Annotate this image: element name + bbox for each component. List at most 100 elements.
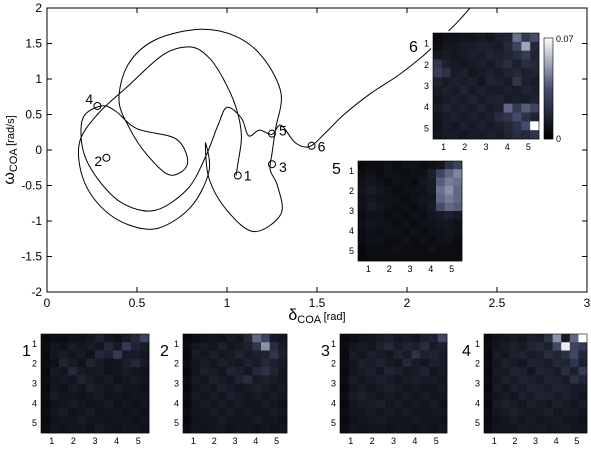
heatmap-cell bbox=[535, 383, 545, 393]
heatmap-cell bbox=[86, 334, 96, 343]
heatmap-cell bbox=[191, 408, 201, 417]
heatmap-cell bbox=[494, 41, 504, 51]
heatmap-cell bbox=[544, 383, 553, 393]
heatmap-col-label: 2 bbox=[370, 436, 375, 446]
heatmap-cell bbox=[401, 211, 411, 220]
heatmap-cell bbox=[477, 121, 487, 131]
heatmap-cell bbox=[375, 202, 385, 212]
heatmap-cell bbox=[41, 358, 51, 368]
heatmap-cell bbox=[578, 391, 588, 401]
heatmap-cell bbox=[441, 103, 451, 113]
heatmap-cell bbox=[521, 94, 531, 104]
heatmap-cell bbox=[41, 334, 51, 343]
heatmap-cell bbox=[411, 334, 421, 343]
heatmap-col-label: 1 bbox=[492, 436, 497, 446]
heatmap-cell bbox=[526, 342, 536, 351]
heatmap-cell bbox=[243, 367, 253, 376]
heatmap-cell bbox=[358, 227, 367, 237]
heatmap-cell bbox=[95, 367, 105, 376]
heatmap-cell bbox=[444, 227, 454, 237]
heatmap-cell bbox=[366, 391, 376, 401]
heatmap-cell bbox=[512, 130, 522, 140]
heatmap-cell bbox=[450, 130, 460, 140]
heatmap-cell bbox=[269, 400, 279, 409]
heatmap-cell bbox=[530, 41, 540, 51]
heatmap-cell bbox=[357, 383, 368, 393]
heatmap-cell bbox=[492, 350, 502, 360]
heatmap-cell bbox=[544, 400, 553, 409]
heatmap-cell bbox=[191, 334, 201, 343]
heatmap-cell bbox=[526, 424, 536, 434]
heatmap-cell bbox=[77, 342, 87, 351]
heatmap-cell bbox=[512, 112, 522, 122]
heatmap-cell bbox=[433, 33, 443, 43]
heatmap-cell bbox=[358, 177, 367, 187]
heatmap-cell bbox=[191, 375, 201, 384]
heatmap-cell bbox=[561, 358, 571, 368]
colorbar-step bbox=[544, 50, 553, 54]
heatmap-cell bbox=[544, 334, 553, 343]
heatmap-cell bbox=[104, 424, 114, 434]
heatmap-cell bbox=[217, 367, 227, 376]
heatmap-cell bbox=[486, 112, 496, 122]
heatmap-cell bbox=[459, 86, 469, 96]
heatmap-cell bbox=[544, 416, 553, 426]
heatmap-cell bbox=[552, 383, 562, 393]
heatmap-cell bbox=[375, 400, 385, 409]
heatmap-cell bbox=[468, 94, 478, 104]
heatmap-cell bbox=[217, 400, 227, 409]
marker-6 bbox=[307, 141, 316, 150]
heatmap-cell bbox=[509, 342, 519, 351]
heatmap-cell bbox=[366, 194, 376, 203]
heatmap-cell bbox=[450, 86, 460, 96]
heatmap-cell bbox=[433, 50, 443, 60]
heatmap-cell bbox=[68, 391, 78, 401]
heatmap-cell bbox=[427, 244, 437, 253]
heatmap-cell bbox=[86, 424, 96, 434]
heatmap-cell bbox=[535, 424, 545, 434]
heatmap-cell bbox=[569, 424, 579, 434]
heatmap-cell bbox=[278, 400, 288, 409]
heatmap-cell bbox=[86, 350, 96, 360]
heatmap-cell bbox=[50, 391, 60, 401]
heatmap-cell bbox=[68, 375, 78, 384]
heatmap-cell bbox=[512, 121, 522, 131]
heatmap-cell bbox=[410, 186, 419, 195]
heatmap-cell bbox=[569, 358, 579, 368]
heatmap-cell bbox=[402, 334, 412, 343]
heatmap-cell bbox=[411, 391, 421, 401]
heatmap-cell bbox=[375, 367, 385, 376]
heatmap-cell bbox=[50, 358, 60, 368]
colorbar-step bbox=[544, 123, 553, 127]
heatmap-cell bbox=[530, 68, 540, 78]
heatmap-col-label: 5 bbox=[274, 436, 279, 446]
colorbar-step bbox=[544, 85, 553, 89]
heatmap-cell bbox=[501, 358, 511, 368]
heatmap-cell bbox=[569, 375, 579, 384]
heatmap-cell bbox=[503, 94, 513, 104]
heatmap-cell bbox=[366, 227, 376, 237]
y-axis-label: ωCOA [rad/s] bbox=[1, 115, 20, 184]
heatmap-cell bbox=[530, 130, 540, 140]
heatmap-cell bbox=[183, 367, 192, 376]
heatmap-cell bbox=[348, 383, 359, 393]
heatmap-cell bbox=[477, 103, 487, 113]
heatmap-row-label: 3 bbox=[32, 379, 37, 389]
heatmap-title: 3 bbox=[321, 343, 330, 360]
heatmap-cell bbox=[261, 408, 270, 417]
heatmap-cell bbox=[429, 424, 439, 434]
heatmap-cell bbox=[243, 350, 253, 360]
heatmap-cell bbox=[477, 112, 487, 122]
heatmap-cell bbox=[521, 33, 531, 43]
heatmap-cell bbox=[518, 358, 528, 368]
heatmap-cell bbox=[569, 342, 579, 351]
heatmap-cell bbox=[544, 367, 553, 376]
heatmap-cell bbox=[429, 334, 439, 343]
heatmap-cell bbox=[503, 112, 513, 122]
heatmap-cell bbox=[429, 400, 439, 409]
heatmap-cell bbox=[209, 334, 218, 343]
heatmap-cell bbox=[183, 424, 192, 434]
heatmap-frame bbox=[357, 160, 463, 262]
heatmap-cell bbox=[503, 103, 513, 113]
heatmap-cell bbox=[486, 121, 496, 131]
